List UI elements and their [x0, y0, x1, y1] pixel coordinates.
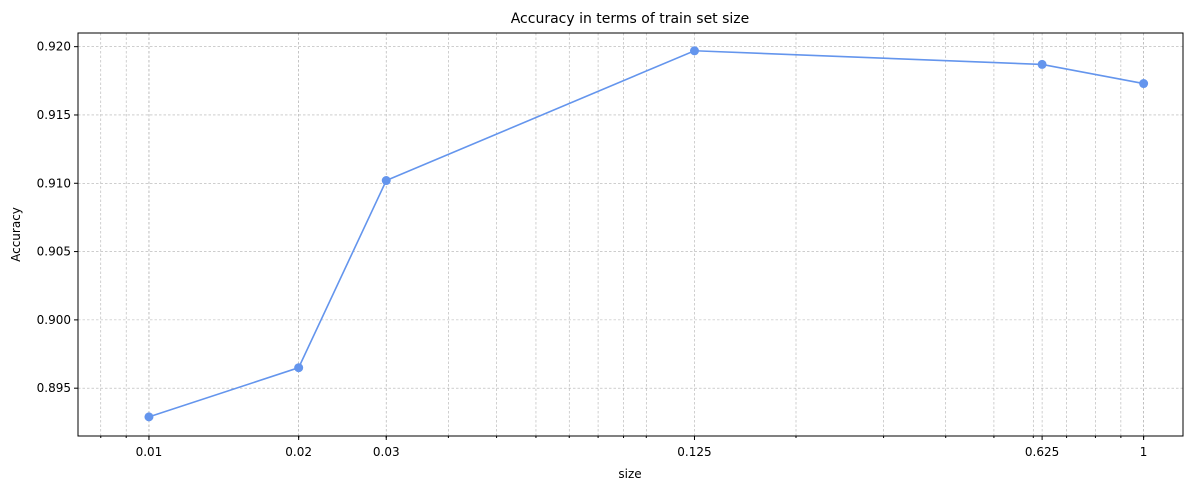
x-tick-label: 0.01 [136, 445, 163, 459]
grid [78, 33, 1183, 436]
x-tick-label: 0.02 [285, 445, 312, 459]
plot-frame [77, 32, 1184, 437]
y-tick-label: 0.895 [37, 381, 71, 395]
x-tick-label: 0.625 [1025, 445, 1059, 459]
x-axis-label: size [618, 467, 641, 481]
x-tick-label: 0.03 [373, 445, 400, 459]
data-point [381, 176, 391, 186]
y-tick-label: 0.900 [37, 313, 71, 327]
data-point [689, 46, 699, 56]
series-layer [144, 46, 1149, 422]
ticks: 0.01 0.02 0.03 0.125 0.625 1 0.895 0.900 0.905 0.… [37, 40, 1148, 459]
data-point [294, 363, 304, 373]
y-tick-label: 0.910 [37, 176, 71, 190]
y-tick-label: 0.915 [37, 108, 71, 122]
y-tick-label: 0.905 [37, 245, 71, 259]
chart-title: Accuracy in terms of train set size [511, 11, 750, 27]
x-tick-label: 1 [1140, 445, 1148, 459]
series-line [148, 49, 1144, 418]
y-tick-label: 0.920 [37, 40, 71, 54]
x-tick-label: 0.125 [677, 445, 711, 459]
data-point [144, 412, 154, 422]
y-axis-label: Accuracy [9, 207, 23, 262]
data-point [1139, 79, 1149, 89]
data-point [1037, 59, 1047, 69]
